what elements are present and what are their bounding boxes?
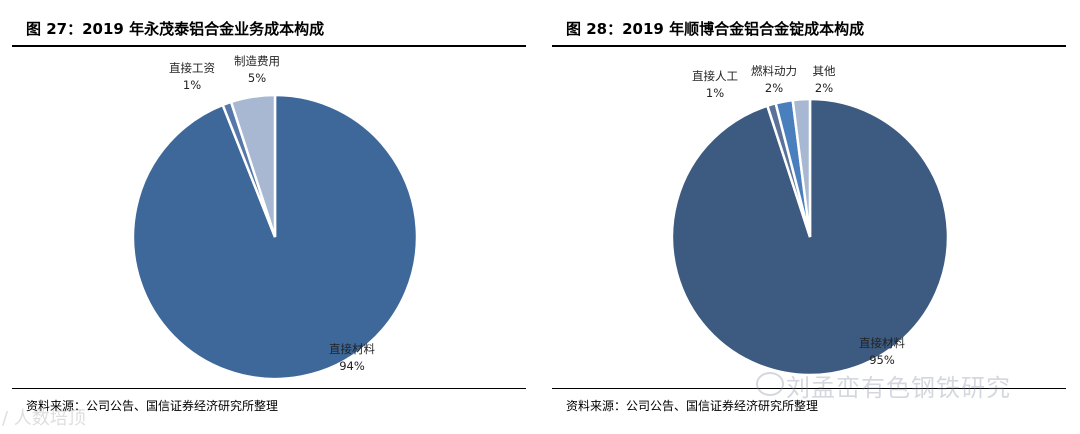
pie-chart-27: 直接材料 94% 直接工资 1% 制造费用 5% [131,54,419,381]
title-rule [12,45,526,47]
chart-title: 图 27：2019 年永茂泰铝合金业务成本构成 [26,20,325,38]
slice-name-label: 直接材料 [329,342,375,356]
chart-panel-27: 图 27：2019 年永茂泰铝合金业务成本构成 直接材料 94% 直接工资 1% 制造费… [12,0,526,434]
pie-slice-3 [229,93,277,238]
source-note: 资料来源：公司公告、国信证券经济研究所整理 [26,399,279,413]
watermark-left-text: / 人数培顶 [2,408,86,429]
slice-name-label: 其他 [813,64,836,78]
slice-value-label: 5% [248,71,266,85]
slice-name-label: 直接工资 [169,61,215,75]
title-rule [552,45,1066,47]
slice-value-label: 2% [815,81,833,95]
pie-chart-28: 直接材料 95% 直接人工 1% 燃料动力 2% 其他 2% [670,64,950,377]
slice-name-label: 制造费用 [234,54,280,68]
slice-name-label: 直接材料 [859,336,905,350]
slice-value-label: 95% [869,353,895,367]
slice-value-label: 1% [183,78,201,92]
slice-name-label: 燃料动力 [751,64,797,78]
chart-panel-28: 图 28：2019 年顺博合金铝合金锭成本构成 直接材料 95% 直接人工 1% 燃料动… [552,0,1066,434]
source-note: 资料来源：公司公告、国信证券经济研究所整理 [566,399,819,413]
source-rule [552,388,1066,389]
slice-value-label: 2% [765,81,783,95]
watermark-text: 刘孟峦有色钢铁研究 [786,374,1011,402]
slice-value-label: 1% [706,86,724,100]
wechat-icon [756,372,784,396]
source-rule [12,388,526,389]
pie-slice-4 [791,97,812,238]
slice-value-label: 94% [339,359,365,373]
slice-name-label: 直接人工 [692,69,738,83]
chart-title: 图 28：2019 年顺博合金铝合金锭成本构成 [566,20,865,38]
